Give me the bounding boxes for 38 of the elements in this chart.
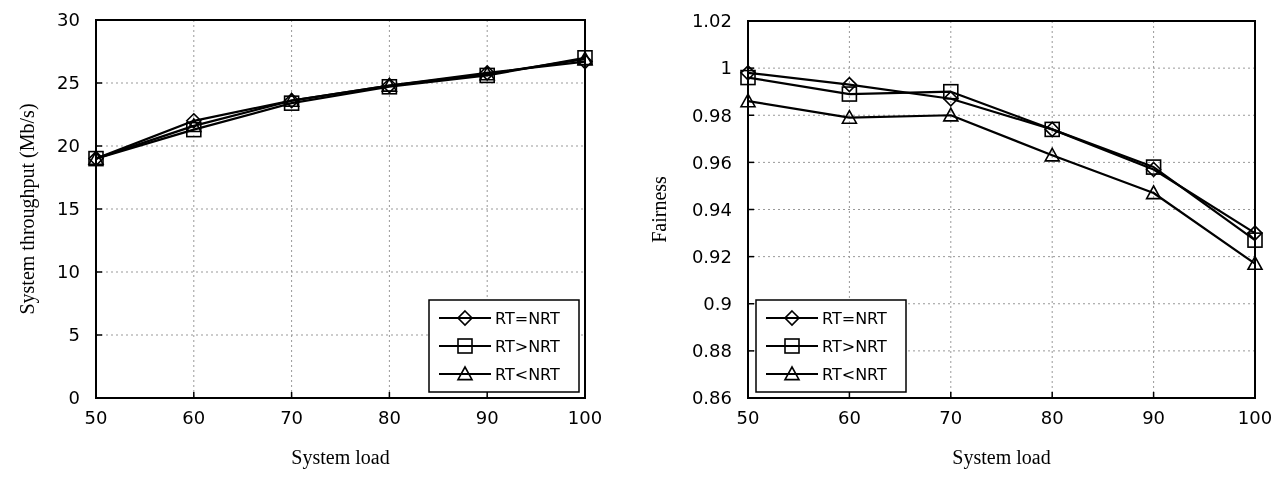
y-tick-label: 1.02 [691, 10, 732, 32]
y-axis-title: System throughput (Mb/s) [16, 103, 39, 315]
x-tick-label: 70 [939, 407, 963, 428]
y-tick-label: 0.88 [691, 340, 732, 362]
y-tick-label: 0.92 [691, 245, 732, 267]
y-tick-label: 5 [68, 324, 80, 346]
x-axis-title: System load [291, 446, 390, 469]
x-tick-label: 80 [1040, 407, 1064, 428]
y-tick-label: 0 [68, 387, 80, 409]
y-tick-label: 0.98 [691, 104, 732, 126]
x-axis-title: System load [952, 446, 1051, 469]
x-tick-label: 60 [837, 407, 861, 428]
y-tick-label: 30 [57, 9, 80, 31]
x-tick-label: 80 [377, 407, 401, 428]
legend-label: RT<NRT [822, 364, 888, 384]
y-tick-label: 0.94 [691, 198, 732, 220]
legend-label: RT=NRT [495, 308, 561, 328]
x-tick-label: 60 [182, 407, 206, 428]
x-tick-label: 50 [84, 407, 108, 428]
x-tick-label: 50 [736, 407, 760, 428]
x-tick-label: 90 [1142, 407, 1166, 428]
x-tick-label: 90 [475, 407, 499, 428]
y-tick-label: 0.86 [691, 387, 732, 409]
y-tick-label: 0.96 [691, 151, 732, 173]
y-tick-label: 20 [57, 135, 80, 157]
legend-label: RT>NRT [822, 336, 888, 356]
y-tick-label: 15 [57, 198, 80, 220]
y-tick-label: 10 [57, 261, 80, 283]
x-tick-label: 100 [1237, 407, 1273, 428]
legend-label: RT>NRT [495, 336, 561, 356]
legend-label: RT<NRT [495, 364, 561, 384]
x-tick-label: 100 [567, 407, 603, 428]
y-axis-title: Fairness [648, 175, 670, 243]
x-tick-label: 70 [280, 407, 304, 428]
y-tick-label: 0.9 [703, 293, 732, 315]
legend-label: RT=NRT [822, 308, 888, 328]
y-tick-label: 25 [57, 72, 80, 94]
y-tick-label: 1 [720, 57, 732, 79]
